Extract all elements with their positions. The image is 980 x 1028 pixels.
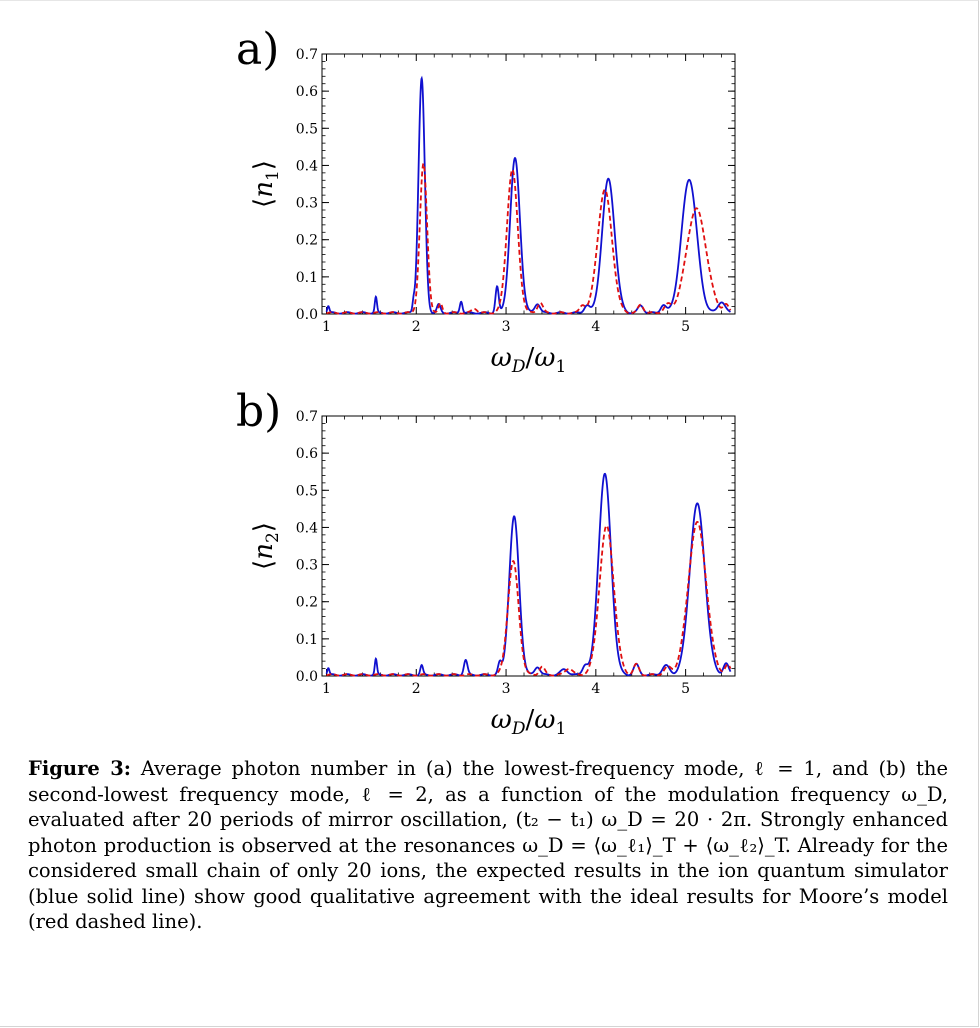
y-tick-label: 0.3: [296, 558, 318, 574]
x-axis-label: ωD/ω1: [491, 705, 567, 739]
y-axis-label: ⟨n1⟩: [249, 160, 283, 208]
y-tick-label: 0.6: [296, 446, 318, 462]
x-tick-label: 5: [681, 681, 690, 697]
caption-text: Average photon number in (a) the lowest-…: [28, 757, 948, 933]
y-tick-label: 0.3: [296, 196, 318, 212]
chart-panel-a: a) 0.0 0.1 0.2 0.3 0.4 0.5 0.6 0.7 1 2 3 4 5 ⟨n1⟩ ωD/ω1: [236, 24, 736, 377]
series-moore-dashed-line: [326, 161, 732, 315]
x-tick-label: 3: [502, 681, 511, 697]
x-tick-label: 2: [412, 681, 421, 697]
series-moore-dashed-line: [326, 520, 732, 677]
y-tick-label: 0.1: [296, 270, 318, 286]
chart-panel-b: b) 0.0 0.1 0.2 0.3 0.4 0.5 0.6 0.7 1 2 3 4 5 ⟨n2⟩ ωD/ω1: [236, 386, 736, 739]
x-axis-label: ωD/ω1: [491, 343, 567, 377]
y-tick-label: 0.2: [296, 233, 318, 249]
y-tick-label: 0.5: [296, 121, 318, 137]
y-tick-label: 0.6: [296, 84, 318, 100]
y-tick-label: 0.7: [296, 47, 318, 63]
y-tick-label: 0.4: [296, 158, 318, 174]
x-tick-label: 3: [502, 319, 511, 335]
series-simulator-solid-line: [325, 472, 732, 677]
x-tick-label: 4: [591, 681, 600, 697]
y-tick-label: 0.1: [296, 632, 318, 648]
y-tick-label: 0.2: [296, 595, 318, 611]
x-tick-label: 5: [681, 319, 690, 335]
panel-label: a): [236, 24, 279, 75]
y-tick-label: 0.5: [296, 483, 318, 499]
y-tick-label: 0.7: [296, 409, 318, 425]
series-simulator-solid-line: [325, 75, 731, 315]
caption-label: Figure 3:: [28, 757, 131, 780]
plot-frame: [321, 53, 736, 315]
plot-frame: [321, 415, 736, 677]
figure-caption: Figure 3: Average photon number in (a) t…: [28, 756, 948, 935]
x-tick-label: 2: [412, 319, 421, 335]
y-tick-label: 0.4: [296, 520, 318, 536]
panel-label: b): [236, 386, 281, 437]
x-tick-label: 1: [322, 319, 331, 335]
y-tick-label: 0.0: [296, 669, 318, 685]
y-axis-label: ⟨n2⟩: [249, 522, 283, 570]
x-tick-label: 1: [322, 681, 331, 697]
x-tick-label: 4: [591, 319, 600, 335]
y-tick-label: 0.0: [296, 307, 318, 323]
